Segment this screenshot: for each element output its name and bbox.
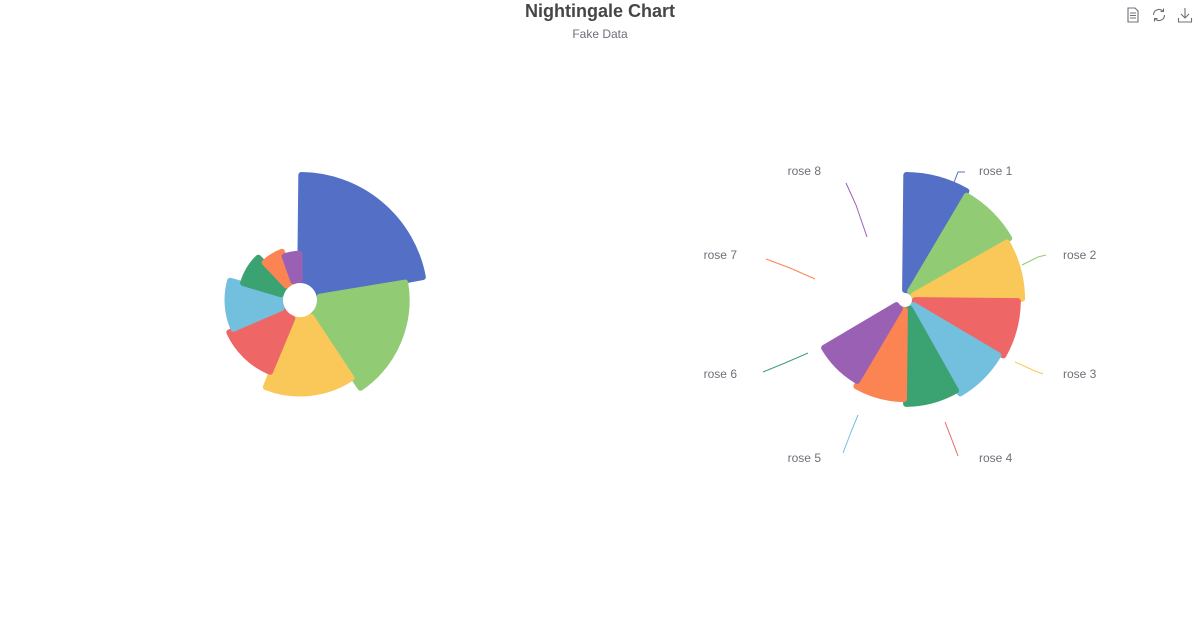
slice-label-4: rose 4 — [979, 451, 1013, 465]
rose-slice-4[interactable] — [910, 297, 1021, 359]
label-line-1 — [952, 171, 965, 186]
save-image-icon[interactable] — [1176, 6, 1194, 24]
data-view-icon[interactable] — [1124, 6, 1142, 24]
toolbox — [1124, 6, 1194, 24]
label-line-8 — [845, 182, 868, 238]
rose-slice-1[interactable] — [902, 172, 970, 295]
rose-slice-6[interactable] — [902, 305, 960, 407]
slice-label-5: rose 5 — [788, 451, 822, 465]
rose-slice-8[interactable] — [281, 250, 303, 285]
slice-label-3: rose 3 — [1063, 367, 1097, 381]
slice-label-7: rose 7 — [704, 248, 738, 262]
rose-slice-2[interactable] — [907, 192, 1013, 298]
slice-label-1: rose 1 — [979, 164, 1013, 178]
slice-label-2: rose 2 — [1063, 248, 1097, 262]
rose-slice-8[interactable] — [821, 302, 903, 384]
rose-slice-7[interactable] — [853, 305, 908, 403]
rose-slice-1[interactable] — [297, 172, 426, 300]
slice-label-8: rose 8 — [788, 164, 822, 178]
label-line-2 — [1021, 254, 1047, 266]
slice-label-6: rose 6 — [704, 367, 738, 381]
label-line-5 — [842, 414, 859, 454]
label-line-7 — [765, 258, 816, 280]
rose-slice-2[interactable] — [308, 279, 410, 391]
rose-labels: rose 1 rose 2 rose 3 rose 4 rose 5 rose 6 rose… — [704, 164, 1097, 465]
label-line-3 — [1014, 361, 1044, 375]
rose-chart-radius — [224, 172, 426, 397]
chart-title: Nightingale Chart — [524, 1, 675, 21]
chart-subtitle: Fake Data — [572, 27, 628, 41]
rose-slice-5[interactable] — [907, 302, 1002, 397]
label-line-4 — [944, 421, 959, 457]
rose-slice-4[interactable] — [226, 305, 296, 375]
label-line-6 — [762, 352, 809, 373]
rose-slice-3[interactable] — [910, 239, 1026, 303]
rose-chart-area — [821, 172, 1026, 407]
restore-icon[interactable] — [1150, 6, 1168, 24]
